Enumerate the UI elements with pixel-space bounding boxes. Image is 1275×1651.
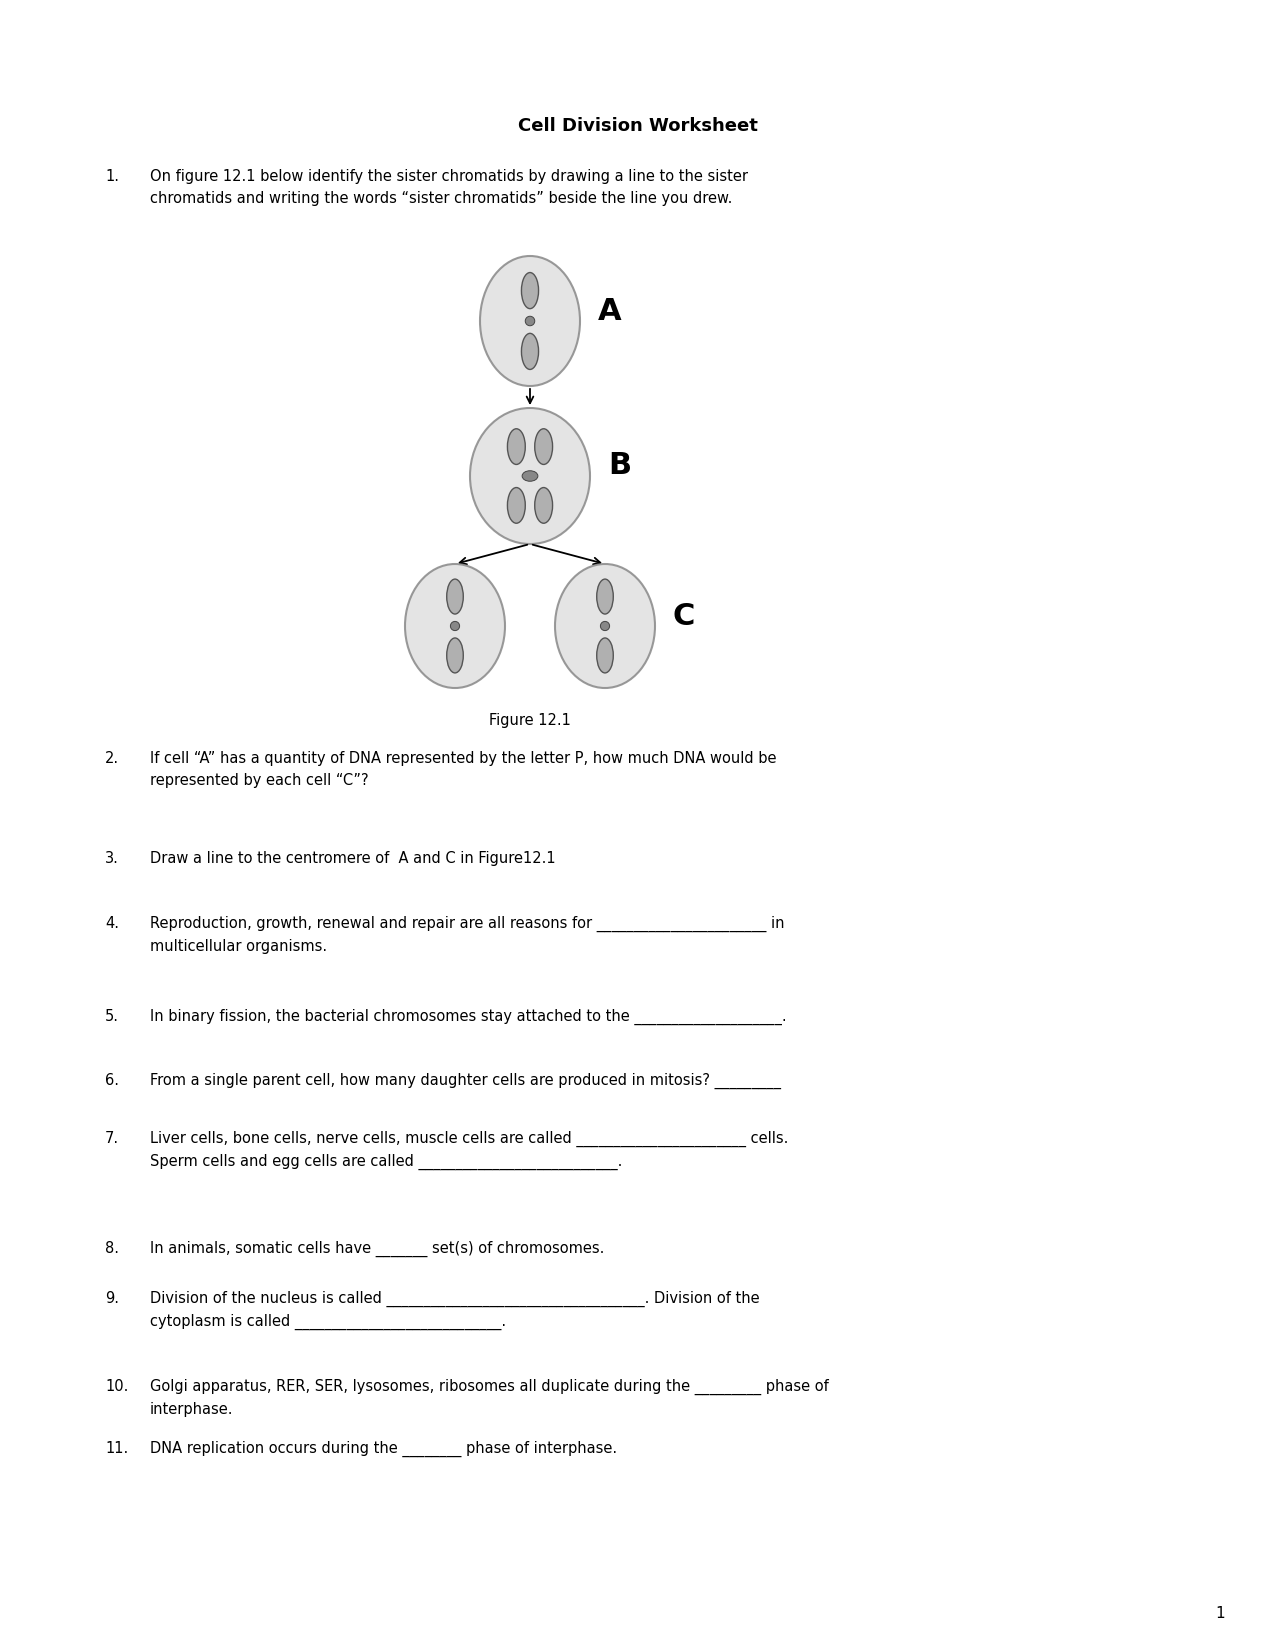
Text: B: B [608,451,631,480]
Text: On figure 12.1 below identify the sister chromatids by drawing a line to the sis: On figure 12.1 below identify the sister… [150,168,748,206]
Text: 4.: 4. [105,916,119,931]
Ellipse shape [507,429,525,464]
Text: 10.: 10. [105,1379,129,1393]
Text: 11.: 11. [105,1441,129,1456]
Ellipse shape [450,621,459,631]
Text: 5.: 5. [105,1009,119,1024]
Text: Division of the nucleus is called ___________________________________. Division : Division of the nucleus is called ______… [150,1291,760,1331]
Ellipse shape [601,621,609,631]
Text: If cell “A” has a quantity of DNA represented by the letter P, how much DNA woul: If cell “A” has a quantity of DNA repres… [150,751,776,788]
Ellipse shape [521,272,538,309]
Text: 6.: 6. [105,1073,119,1088]
Ellipse shape [525,317,534,325]
Ellipse shape [555,565,655,688]
Ellipse shape [523,471,538,480]
Ellipse shape [534,487,552,523]
Ellipse shape [446,637,463,674]
Text: 1: 1 [1215,1605,1225,1621]
Text: 3.: 3. [105,850,119,867]
Ellipse shape [521,334,538,370]
Text: 9.: 9. [105,1291,119,1306]
Ellipse shape [597,580,613,614]
Text: Golgi apparatus, RER, SER, lysosomes, ribosomes all duplicate during the _______: Golgi apparatus, RER, SER, lysosomes, ri… [150,1379,829,1417]
Text: 2.: 2. [105,751,119,766]
Text: 8.: 8. [105,1242,119,1256]
Text: Cell Division Worksheet: Cell Division Worksheet [518,117,757,135]
Text: Reproduction, growth, renewal and repair are all reasons for ___________________: Reproduction, growth, renewal and repair… [150,916,784,954]
Ellipse shape [507,487,525,523]
Text: A: A [598,297,622,325]
Text: 1.: 1. [105,168,119,183]
Ellipse shape [470,408,590,543]
Ellipse shape [446,580,463,614]
Text: Figure 12.1: Figure 12.1 [490,713,571,728]
Ellipse shape [479,256,580,386]
Text: C: C [673,601,695,631]
Text: DNA replication occurs during the ________ phase of interphase.: DNA replication occurs during the ______… [150,1441,617,1458]
Ellipse shape [597,637,613,674]
Text: Liver cells, bone cells, nerve cells, muscle cells are called __________________: Liver cells, bone cells, nerve cells, mu… [150,1131,788,1171]
Ellipse shape [405,565,505,688]
Text: 7.: 7. [105,1131,119,1146]
Text: From a single parent cell, how many daughter cells are produced in mitosis? ____: From a single parent cell, how many daug… [150,1073,782,1090]
Text: In animals, somatic cells have _______ set(s) of chromosomes.: In animals, somatic cells have _______ s… [150,1242,604,1256]
Text: Draw a line to the centromere of  A and C in Figure12.1: Draw a line to the centromere of A and C… [150,850,556,867]
Ellipse shape [534,429,552,464]
Text: In binary fission, the bacterial chromosomes stay attached to the ______________: In binary fission, the bacterial chromos… [150,1009,787,1025]
